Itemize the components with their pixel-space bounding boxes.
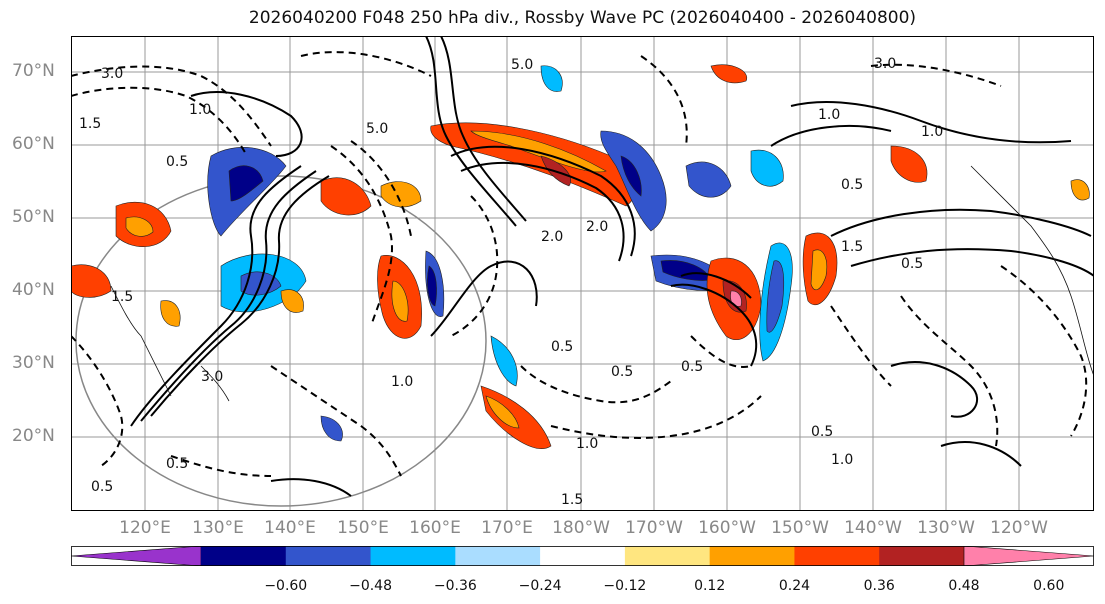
colorbar-tick-label: −0.24: [518, 578, 562, 594]
lon-label-160e: 160°E: [409, 518, 461, 538]
colorbar-cell: [540, 546, 626, 566]
lon-label-150w: 150°W: [771, 518, 829, 538]
contour-label: 0.5: [611, 364, 633, 380]
contour-label: 0.5: [901, 256, 923, 272]
colorbar-cell: [370, 546, 456, 566]
lon-label-160w: 160°W: [698, 518, 756, 538]
lon-label-180w: 180°W: [552, 518, 610, 538]
colorbar-frame: [71, 546, 1094, 566]
contour-label: 1.0: [818, 107, 840, 123]
colorbar-tick-label: 0.60: [1033, 578, 1065, 594]
lon-label-170e: 170°E: [481, 518, 533, 538]
lon-label-150e: 150°E: [337, 518, 389, 538]
contour-label: 0.5: [811, 424, 833, 440]
contour-label: 0.5: [166, 154, 188, 170]
contour-label: 1.0: [576, 436, 598, 452]
colorbar-tick-label: 0.12: [694, 578, 726, 594]
lat-label-40n: 40°N: [12, 280, 55, 300]
colorbar-cell: [879, 546, 965, 566]
colorbar-cell: [285, 546, 372, 566]
contour-label: 3.0: [101, 66, 123, 82]
colorbar-cell: [624, 546, 711, 566]
contour-label: 1.5: [111, 289, 133, 305]
contour-label: 0.5: [551, 339, 573, 355]
lat-label-20n: 20°N: [12, 426, 55, 446]
colorbar-cell: [794, 546, 880, 566]
contour-label: 0.5: [681, 359, 703, 375]
lon-label-130e: 130°E: [192, 518, 244, 538]
lon-label-170w: 170°W: [625, 518, 683, 538]
contour-label: 1.5: [79, 116, 101, 132]
contour-label: 0.5: [166, 456, 188, 472]
contour-label: 0.5: [841, 177, 863, 193]
colorbar-tick-label: 0.48: [948, 578, 980, 594]
lon-label-140e: 140°E: [264, 518, 316, 538]
colorbar-tick-label: −0.36: [433, 578, 477, 594]
lat-label-60n: 60°N: [12, 134, 55, 154]
contour-label: 3.0: [874, 56, 896, 72]
contour-label: 1.5: [561, 492, 583, 508]
coastlines: [110, 165, 1094, 402]
contour-labels: 3.0 5.0 1.0 1.5 0.5 2.0 3.0 1.0 5.0 1.5 …: [79, 56, 943, 508]
colorbar-cell: [455, 546, 541, 566]
contour-label: 1.5: [841, 239, 863, 255]
contour-label: 0.5: [91, 479, 113, 495]
contour-label: 2.0: [586, 219, 608, 235]
lat-label-30n: 30°N: [12, 353, 55, 373]
lat-label-70n: 70°N: [12, 61, 55, 81]
colorbar-extend-low: [71, 546, 202, 566]
colorbar: [71, 546, 1094, 566]
map-panel: 3.0 5.0 1.0 1.5 0.5 2.0 3.0 1.0 5.0 1.5 …: [71, 36, 1094, 511]
contour-label: 1.0: [921, 124, 943, 140]
colorbar-cell: [709, 546, 795, 566]
contour-label: 1.0: [391, 374, 413, 390]
lon-label-130w: 130°W: [917, 518, 975, 538]
positive-contours: [130, 36, 1094, 497]
contour-label: 5.0: [366, 121, 388, 137]
lat-label-50n: 50°N: [12, 207, 55, 227]
colorbar-tick-label: 0.24: [778, 578, 811, 594]
map-title: 2026040200 F048 250 hPa div., Rossby Wav…: [248, 8, 917, 28]
lon-label-120e: 120°E: [119, 518, 171, 538]
contour-label: 2.0: [541, 229, 563, 245]
colorbar-cells: [71, 546, 1094, 566]
map-frame: [71, 36, 1094, 511]
colorbar-extend-high: [963, 546, 1094, 566]
colorbar-cell: [201, 546, 287, 566]
negative-contours: [71, 51, 1088, 477]
lon-label-120w: 120°W: [990, 518, 1048, 538]
colorbar-tick-label: 0.36: [863, 578, 895, 594]
contour-label: 1.0: [189, 102, 211, 118]
colorbar-tick-label: −0.12: [603, 578, 647, 594]
contour-label: 5.0: [511, 57, 533, 73]
colorbar-tick-label: −0.60: [264, 578, 308, 594]
lon-label-140w: 140°W: [844, 518, 902, 538]
colorbar-tick-label: −0.48: [349, 578, 392, 594]
contour-label: 1.0: [831, 452, 853, 468]
region-circle-outline: [75, 175, 487, 507]
